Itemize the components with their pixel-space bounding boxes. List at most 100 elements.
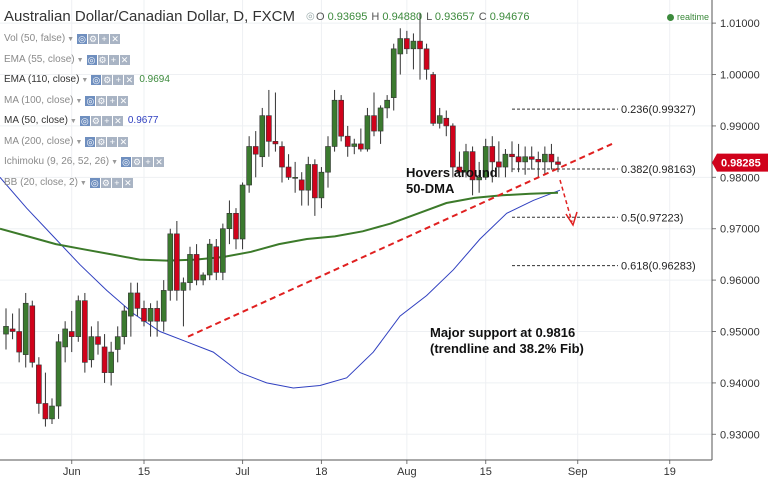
dropdown-caret-icon[interactable]: ▼ bbox=[69, 118, 77, 125]
candle-bearish bbox=[42, 403, 49, 420]
candle-bullish bbox=[377, 107, 384, 132]
settings-icon[interactable]: ⚙ bbox=[96, 136, 107, 147]
indicator-row[interactable]: BB (20, close, 2) ▼ ◎ ⚙ + ✕ bbox=[4, 176, 134, 190]
close-icon[interactable]: ✕ bbox=[110, 34, 121, 44]
dropdown-caret-icon[interactable]: ▼ bbox=[75, 97, 83, 105]
candle-bearish bbox=[515, 156, 522, 163]
close-icon[interactable]: ✕ bbox=[119, 54, 130, 65]
y-tick-label: 1.01000 bbox=[720, 18, 760, 30]
ohlc-value: 0.94880 bbox=[382, 11, 423, 23]
indicator-row[interactable]: Vol (50, false) ▼ ◎ ⚙ + ✕ bbox=[4, 32, 121, 46]
eye-icon[interactable]: ◎ bbox=[91, 75, 102, 85]
indicator-row[interactable]: MA (50, close) ▼ ◎ ⚙ + ✕ 0.9677 bbox=[4, 114, 158, 128]
candle-bearish bbox=[469, 151, 476, 181]
close-icon[interactable]: ✕ bbox=[154, 157, 164, 167]
ohlc-label: L bbox=[426, 11, 435, 23]
candle-bearish bbox=[509, 153, 515, 158]
x-tick-label: 18 bbox=[315, 466, 327, 478]
ohlc-readout: O 0.93695 H 0.94880 L 0.93657 C 0.94676 bbox=[316, 11, 533, 23]
dropdown-caret-icon[interactable]: ▼ bbox=[81, 77, 89, 84]
indicator-row[interactable]: EMA (110, close) ▼ ◎ ⚙ + ✕ 0.9694 bbox=[4, 73, 170, 87]
add-icon[interactable]: + bbox=[99, 34, 110, 44]
annotation-text: 50-DMA bbox=[406, 181, 455, 196]
close-icon[interactable]: ✕ bbox=[118, 136, 129, 147]
candle-bearish bbox=[36, 364, 42, 404]
settings-icon[interactable]: ⚙ bbox=[132, 157, 142, 167]
add-icon[interactable]: + bbox=[107, 136, 118, 147]
indicator-label: MA (50, close) bbox=[4, 115, 68, 126]
indicator-label: Ichimoku (9, 26, 52, 26) bbox=[4, 156, 110, 167]
candle-bearish bbox=[101, 346, 108, 373]
indicator-row[interactable]: EMA (55, close) ▼ ◎ ⚙ + ✕ bbox=[4, 53, 131, 67]
x-tick-label: Jul bbox=[236, 466, 250, 478]
candle-bullish bbox=[463, 151, 469, 173]
series-line bbox=[0, 191, 559, 262]
indicator-row[interactable]: MA (100, close) ▼ ◎ ⚙ + ✕ bbox=[4, 94, 129, 108]
candle-bearish bbox=[134, 292, 141, 309]
add-icon[interactable]: + bbox=[113, 75, 124, 85]
status-dot-icon bbox=[667, 14, 674, 21]
add-icon[interactable]: + bbox=[107, 95, 118, 106]
candle-bearish bbox=[141, 308, 147, 322]
fib-level-label: 0.5(0.97223) bbox=[621, 212, 683, 224]
candle-bullish bbox=[226, 212, 233, 230]
candle-bullish bbox=[384, 99, 390, 109]
close-icon[interactable]: ✕ bbox=[118, 95, 129, 106]
candle-bullish bbox=[397, 38, 404, 55]
candle-bullish bbox=[62, 328, 68, 348]
candle-bearish bbox=[272, 141, 279, 145]
eye-icon[interactable]: ◎ bbox=[306, 11, 315, 22]
add-icon[interactable]: + bbox=[111, 177, 122, 188]
settings-icon[interactable]: ⚙ bbox=[100, 177, 111, 188]
candle-bearish bbox=[496, 161, 502, 168]
close-icon[interactable]: ✕ bbox=[122, 177, 133, 188]
eye-icon[interactable]: ◎ bbox=[77, 34, 88, 44]
candle-bullish bbox=[147, 308, 154, 322]
indicator-value: 0.9694 bbox=[139, 74, 170, 85]
candle-bullish bbox=[22, 302, 29, 355]
candle-bullish bbox=[206, 243, 213, 276]
dropdown-caret-icon[interactable]: ▼ bbox=[76, 56, 84, 64]
x-tick-label: Aug bbox=[397, 466, 417, 478]
y-tick-label: 0.96000 bbox=[720, 275, 760, 287]
candle-bearish bbox=[450, 125, 456, 168]
close-icon[interactable]: ✕ bbox=[112, 116, 123, 126]
eye-icon[interactable]: ◎ bbox=[86, 54, 97, 65]
close-icon[interactable]: ✕ bbox=[124, 75, 135, 85]
ohlc-label: C bbox=[478, 11, 490, 23]
indicator-label: EMA (110, close) bbox=[4, 74, 80, 85]
candle-bullish bbox=[476, 177, 482, 181]
dropdown-caret-icon[interactable]: ▼ bbox=[111, 159, 118, 166]
realtime-label: realtime bbox=[677, 12, 710, 22]
y-tick-label: 0.97000 bbox=[720, 224, 760, 236]
candle-bullish bbox=[55, 341, 62, 407]
price-axis-background bbox=[712, 0, 768, 483]
fib-level-label: 0.236(0.99327) bbox=[621, 104, 696, 116]
dropdown-caret-icon[interactable]: ▼ bbox=[79, 179, 87, 187]
indicator-row[interactable]: MA (200, close) ▼ ◎ ⚙ + ✕ bbox=[4, 135, 129, 149]
candle-bullish bbox=[88, 336, 95, 361]
candle-bearish bbox=[266, 115, 272, 142]
eye-icon[interactable]: ◎ bbox=[121, 157, 131, 167]
candle-bearish bbox=[82, 300, 88, 363]
eye-icon[interactable]: ◎ bbox=[85, 95, 96, 106]
settings-icon[interactable]: ⚙ bbox=[96, 95, 107, 106]
settings-icon[interactable]: ⚙ bbox=[90, 116, 101, 126]
add-icon[interactable]: + bbox=[108, 54, 119, 65]
settings-icon[interactable]: ⚙ bbox=[97, 54, 108, 65]
add-icon[interactable]: + bbox=[143, 157, 153, 167]
dropdown-caret-icon[interactable]: ▼ bbox=[67, 36, 75, 43]
y-tick-label: 1.00000 bbox=[720, 70, 760, 82]
eye-icon[interactable]: ◎ bbox=[85, 136, 96, 147]
dropdown-caret-icon[interactable]: ▼ bbox=[75, 138, 83, 146]
settings-icon[interactable]: ⚙ bbox=[88, 34, 99, 44]
settings-icon[interactable]: ⚙ bbox=[102, 75, 113, 85]
add-icon[interactable]: + bbox=[101, 116, 112, 126]
candle-bearish bbox=[174, 233, 180, 291]
candle-bullish bbox=[325, 146, 331, 173]
eye-icon[interactable]: ◎ bbox=[89, 177, 100, 188]
eye-icon[interactable]: ◎ bbox=[79, 116, 90, 126]
ohlc-value: 0.94676 bbox=[489, 11, 530, 23]
indicator-row[interactable]: Ichimoku (9, 26, 52, 26) ▼ ◎ ⚙ + ✕ bbox=[4, 155, 165, 169]
